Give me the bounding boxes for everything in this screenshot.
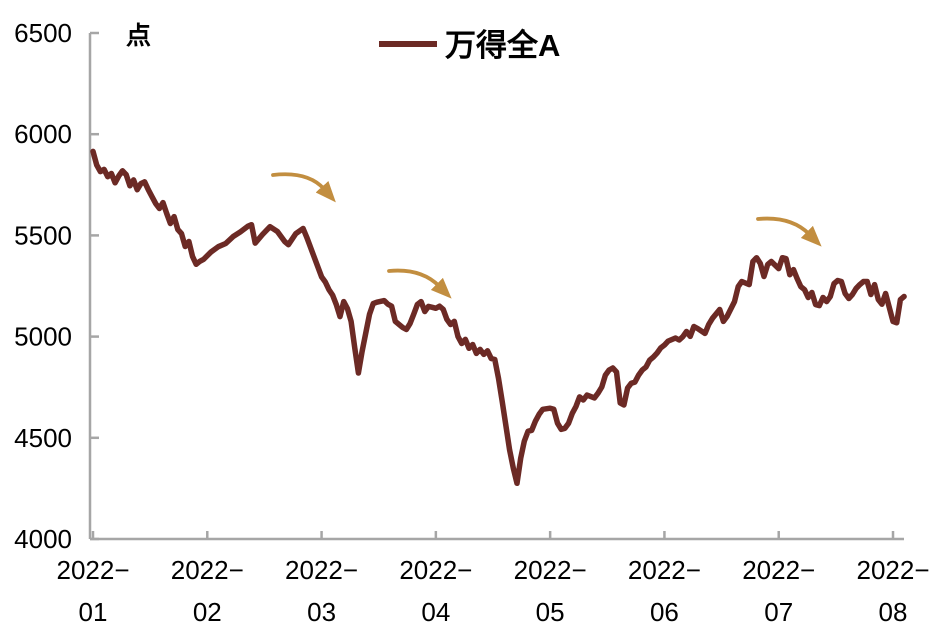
x-tick-label-month: 03 [307, 597, 336, 627]
axes-layer: 6500600055005000450040002022−012022−0220… [14, 18, 929, 627]
trend-arrow-icon [271, 172, 336, 203]
x-tick-label-year: 2022− [399, 555, 472, 585]
x-tick-label-month: 07 [764, 597, 793, 627]
legend-label: 万得全A [445, 28, 560, 63]
y-tick-label: 6000 [14, 119, 72, 149]
x-tick-label-month: 04 [421, 597, 450, 627]
x-tick-label-month: 01 [79, 597, 108, 627]
trend-arrow-icon [387, 268, 452, 299]
x-tick-label-year: 2022− [628, 555, 701, 585]
x-tick-label-year: 2022− [514, 555, 587, 585]
trend-arrow-icon [756, 216, 822, 247]
x-tick-label-year: 2022− [171, 555, 244, 585]
series-line [90, 148, 907, 487]
y-tick-label: 5500 [14, 220, 72, 250]
y-tick-label: 5000 [14, 322, 72, 352]
x-tick-label-month: 08 [879, 597, 908, 627]
y-tick-label: 4500 [14, 423, 72, 453]
x-tick-label-year: 2022− [56, 555, 129, 585]
x-tick-label-month: 06 [650, 597, 679, 627]
x-tick-label-year: 2022− [285, 555, 358, 585]
y-tick-label: 4000 [14, 524, 72, 554]
legend: 万得全A [379, 28, 560, 63]
y-axis-unit-label: 点 [126, 22, 151, 50]
x-tick-label-month: 02 [193, 597, 222, 627]
x-tick-label-month: 05 [536, 597, 565, 627]
x-tick-label-year: 2022− [856, 555, 929, 585]
y-tick-label: 6500 [14, 18, 72, 48]
trend-arrows-layer [271, 172, 822, 299]
x-tick-label-year: 2022− [742, 555, 815, 585]
